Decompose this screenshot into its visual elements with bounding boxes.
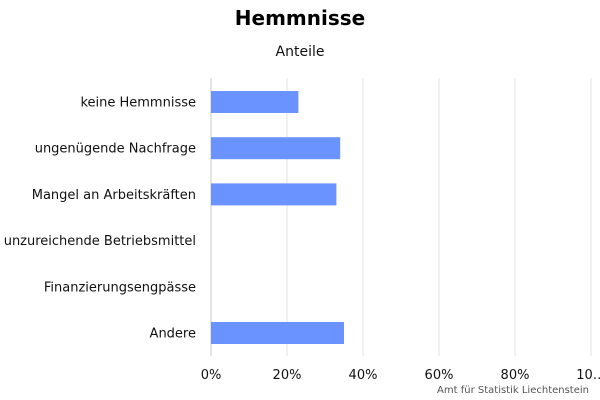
- category-labels: keine Hemmnisse ungenügende Nachfrage Mang…: [4, 96, 196, 342]
- bar: [211, 322, 344, 344]
- category-label: ungenügende Nachfrage: [35, 142, 196, 157]
- bars: [211, 91, 344, 344]
- chart-title: Hemmnisse: [234, 6, 366, 30]
- x-tick-label: 80%: [501, 368, 530, 383]
- x-tick-label: 40%: [349, 368, 378, 383]
- bar: [211, 137, 341, 160]
- credit-text: Amt für Statistik Liechtenstein: [437, 385, 589, 396]
- bar: [211, 183, 337, 206]
- x-tick-label: 60%: [425, 368, 454, 383]
- category-label: Andere: [150, 327, 196, 342]
- chart-subtitle: Anteile: [275, 44, 325, 60]
- category-label: Mangel an Arbeitskräften: [32, 188, 196, 203]
- grid-lines: [210, 78, 592, 356]
- category-label: keine Hemmnisse: [80, 96, 196, 111]
- x-tick-label: 0%: [201, 368, 222, 383]
- x-tick-label: 20%: [273, 368, 302, 383]
- category-label: unzureichende Betriebsmittel: [4, 234, 196, 249]
- x-tick-labels: 0% 20% 40% 60% 80% 10…: [201, 368, 600, 383]
- x-tick-label: 10…: [576, 368, 600, 383]
- category-label: Finanzierungsengpässe: [44, 280, 196, 295]
- bar: [211, 91, 299, 113]
